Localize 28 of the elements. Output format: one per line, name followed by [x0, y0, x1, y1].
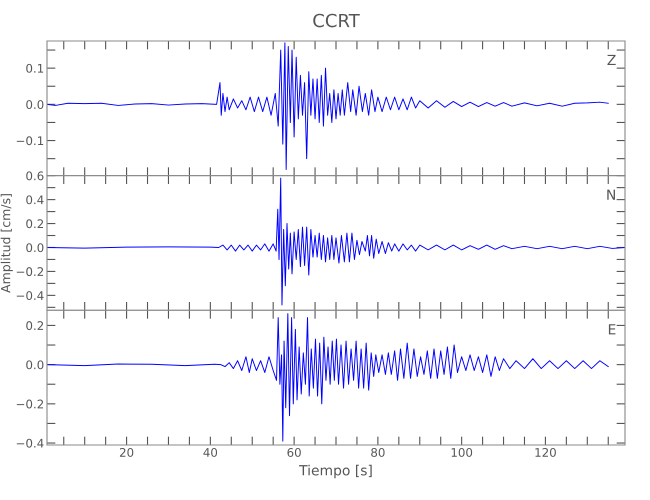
x-tick-label: 120: [535, 448, 556, 457]
annotation: E: [608, 324, 616, 334]
x-tick-label: 20: [120, 448, 134, 457]
annotation: N: [607, 190, 615, 200]
chart-title: CCRT: [313, 14, 360, 28]
y-tick-label: −0.2: [16, 400, 44, 408]
y-tick-label: 0.6: [26, 171, 44, 180]
y-tick-label: 0.2: [26, 321, 44, 330]
y-tick-label: 0.2: [26, 219, 44, 228]
line-series: [47, 42, 609, 170]
x-axis-title: Tiempo [s]: [299, 464, 372, 478]
y-tick-label: 0.0: [26, 360, 44, 370]
line-series: [47, 178, 625, 306]
y-axis-title: Amplitud [cm/s]: [0, 194, 13, 293]
y-tick-label: −0.4: [16, 291, 44, 300]
y-tick-label: 0.4: [26, 195, 44, 204]
y-tick-label: −0.2: [16, 267, 44, 276]
annotation: Z: [607, 54, 616, 66]
x-tick-label: 60: [287, 448, 301, 457]
y-tick-label: 0.0: [26, 243, 44, 252]
y-tick-label: 0.0: [26, 100, 44, 110]
x-tick-label: 100: [452, 448, 472, 457]
y-tick-label: 0.1: [26, 64, 44, 73]
x-tick-label: 40: [203, 448, 218, 457]
y-tick-label: −0.4: [16, 438, 44, 448]
y-tick-label: −0.1: [16, 136, 44, 146]
x-tick-label: 80: [371, 448, 385, 457]
line-series: [47, 313, 609, 442]
